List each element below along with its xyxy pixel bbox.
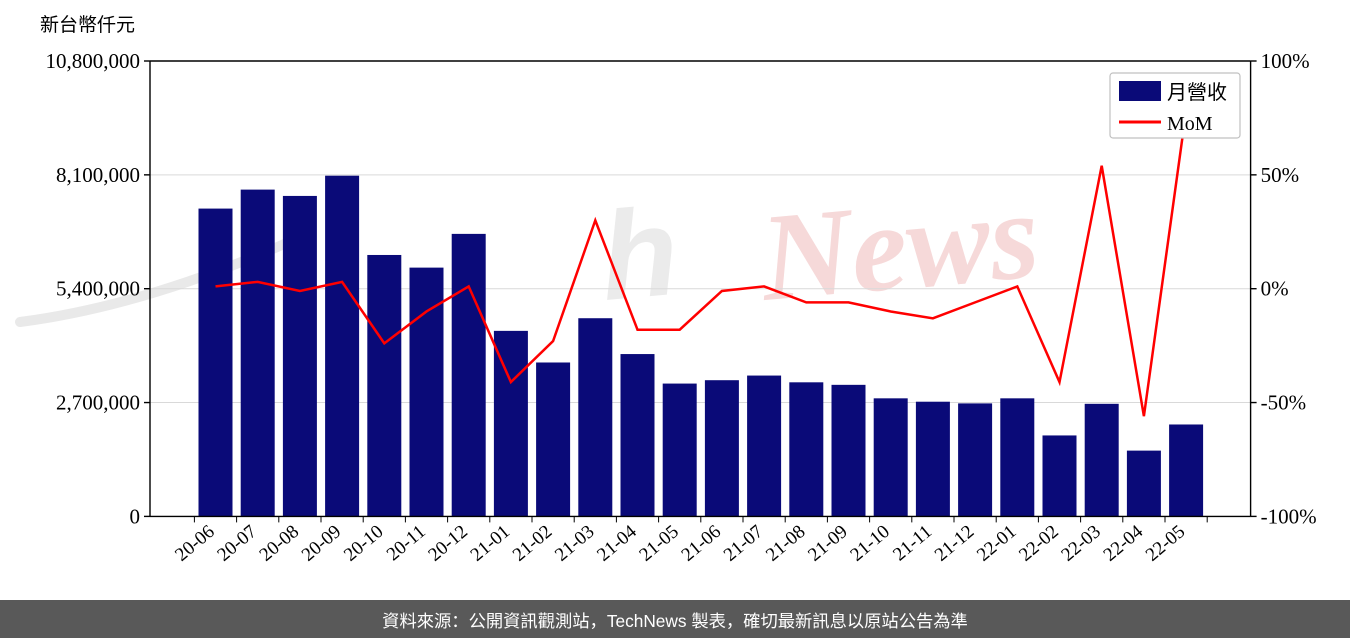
svg-text:21-02: 21-02 [509, 521, 556, 566]
svg-text:0%: 0% [1261, 277, 1289, 301]
svg-text:21-01: 21-01 [467, 521, 514, 566]
svg-text:21-07: 21-07 [720, 521, 767, 566]
svg-text:22-02: 22-02 [1015, 521, 1062, 566]
svg-text:20-09: 20-09 [298, 521, 345, 566]
svg-text:20-08: 20-08 [256, 521, 303, 566]
svg-text:月營收: 月營收 [1167, 81, 1227, 104]
svg-text:-50%: -50% [1261, 391, 1307, 415]
svg-text:100%: 100% [1261, 49, 1310, 73]
svg-text:21-10: 21-10 [846, 521, 893, 566]
svg-text:21-03: 21-03 [551, 521, 598, 566]
svg-text:22-04: 22-04 [1100, 521, 1148, 566]
svg-text:21-09: 21-09 [804, 521, 851, 566]
svg-text:20-12: 20-12 [424, 521, 471, 566]
svg-text:-100%: -100% [1261, 504, 1317, 528]
svg-text:22-03: 22-03 [1057, 521, 1104, 566]
svg-text:50%: 50% [1261, 163, 1300, 187]
svg-text:21-05: 21-05 [635, 521, 682, 566]
svg-text:21-11: 21-11 [889, 521, 936, 565]
svg-text:20-10: 20-10 [340, 521, 387, 566]
svg-text:21-04: 21-04 [593, 521, 641, 566]
svg-text:5,400,000: 5,400,000 [56, 277, 140, 301]
svg-text:20-06: 20-06 [171, 521, 218, 566]
svg-text:2,700,000: 2,700,000 [56, 391, 140, 415]
svg-text:21-12: 21-12 [931, 521, 978, 566]
svg-text:8,100,000: 8,100,000 [56, 163, 140, 187]
svg-text:22-05: 22-05 [1142, 521, 1189, 566]
svg-text:21-06: 21-06 [678, 521, 725, 566]
svg-text:0: 0 [130, 504, 141, 528]
svg-text:MoM: MoM [1167, 113, 1213, 135]
svg-text:News: News [753, 166, 1044, 328]
svg-text:20-11: 20-11 [383, 521, 430, 565]
svg-text:20-07: 20-07 [213, 521, 260, 566]
svg-text:10,800,000: 10,800,000 [46, 49, 141, 73]
svg-text:21-08: 21-08 [762, 521, 809, 566]
svg-text:22-01: 22-01 [973, 521, 1020, 566]
